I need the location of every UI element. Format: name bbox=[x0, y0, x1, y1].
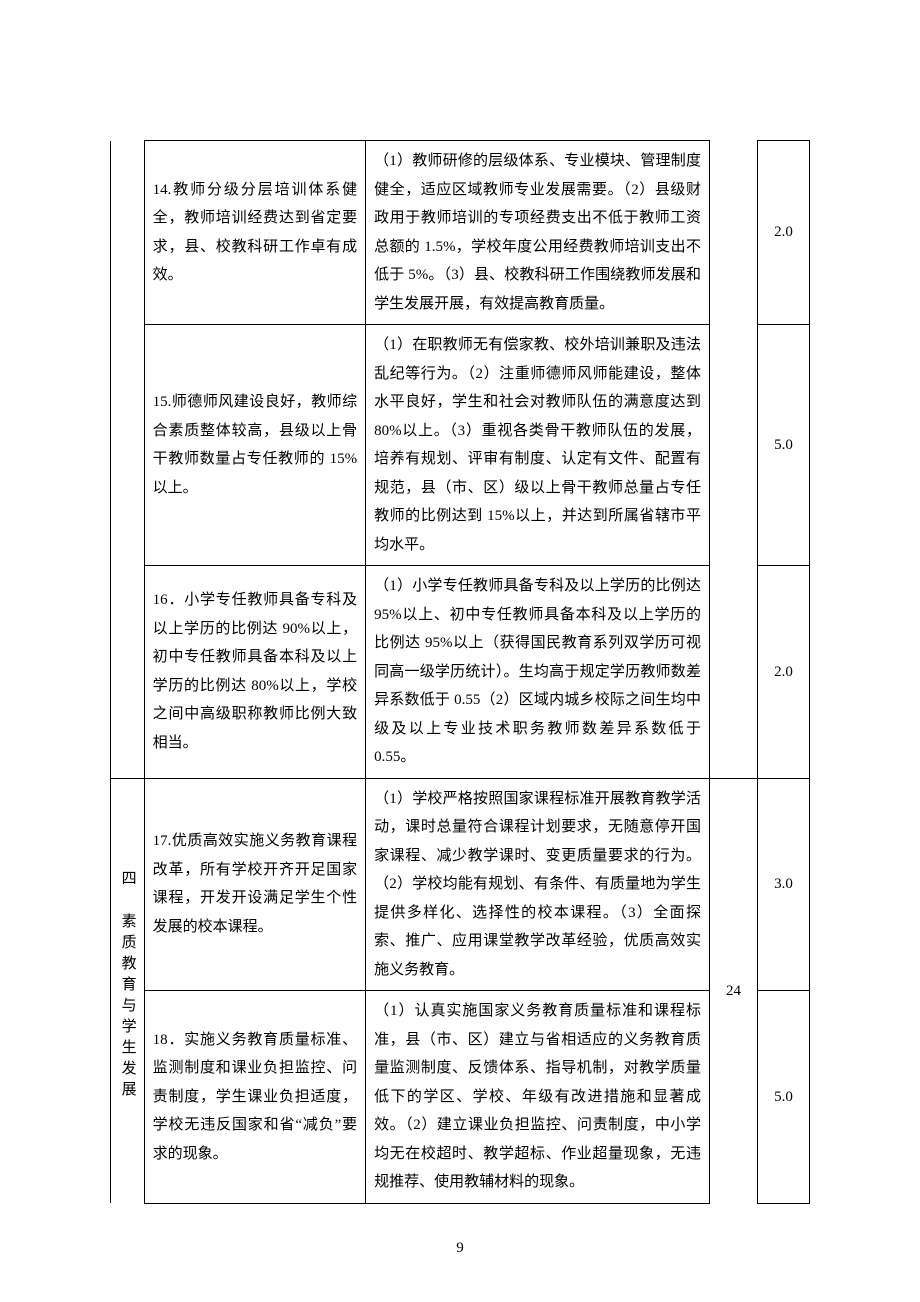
detail-cell: （1）认真实施国家义务教育质量标准和课程标准，县（市、区）建立与省相适应的义务教… bbox=[366, 991, 710, 1204]
score-cell: 3.0 bbox=[757, 778, 809, 991]
table-row: 18．实施义务教育质量标准、监测制度和课业负担监控、问责制度，学生课业负担适度，… bbox=[111, 991, 810, 1204]
total-score-cell: 24 bbox=[709, 778, 757, 1203]
page-number: 9 bbox=[0, 1234, 920, 1263]
indicator-cell: 14.教师分级分层培训体系健全，教师培训经费达到省定要求，县、校教科研工作卓有成… bbox=[144, 141, 365, 325]
detail-cell: （1）教师研修的层级体系、专业模块、管理制度健全，适应区域教师专业发展需要。（2… bbox=[366, 141, 710, 325]
table-row: 14.教师分级分层培训体系健全，教师培训经费达到省定要求，县、校教科研工作卓有成… bbox=[111, 141, 810, 325]
table-row: 15.师德师风建设良好，教师综合素质整体较高，县级以上骨干教师数量占专任教师的 … bbox=[111, 325, 810, 566]
category-cell: 四 素质教育与学生发展 bbox=[111, 778, 145, 1203]
table-row: 16．小学专任教师具备专科及以上学历的比例达 90%以上，初中专任教师具备本科及… bbox=[111, 566, 810, 779]
total-cell-continuation bbox=[709, 141, 757, 325]
detail-cell: （1）学校严格按照国家课程标准开展教育教学活动，课时总量符合课程计划要求，无随意… bbox=[366, 778, 710, 991]
evaluation-table: 14.教师分级分层培训体系健全，教师培训经费达到省定要求，县、校教科研工作卓有成… bbox=[110, 140, 810, 1204]
detail-cell: （1）小学专任教师具备专科及以上学历的比例达 95%以上、初中专任教师具备本科及… bbox=[366, 566, 710, 779]
indicator-cell: 16．小学专任教师具备专科及以上学历的比例达 90%以上，初中专任教师具备本科及… bbox=[144, 566, 365, 779]
score-cell: 2.0 bbox=[757, 141, 809, 325]
total-cell-continuation bbox=[709, 325, 757, 566]
category-cell-continuation bbox=[111, 566, 145, 779]
table-row: 四 素质教育与学生发展 17.优质高效实施义务教育课程改革，所有学校开齐开足国家… bbox=[111, 778, 810, 991]
document-page: 14.教师分级分层培训体系健全，教师培训经费达到省定要求，县、校教科研工作卓有成… bbox=[0, 0, 920, 1302]
detail-cell: （1）在职教师无有偿家教、校外培训兼职及违法乱纪等行为。（2）注重师德师风师能建… bbox=[366, 325, 710, 566]
total-cell-continuation bbox=[709, 566, 757, 779]
indicator-cell: 18．实施义务教育质量标准、监测制度和课业负担监控、问责制度，学生课业负担适度，… bbox=[144, 991, 365, 1204]
indicator-cell: 17.优质高效实施义务教育课程改革，所有学校开齐开足国家课程，开发开设满足学生个… bbox=[144, 778, 365, 991]
indicator-cell: 15.师德师风建设良好，教师综合素质整体较高，县级以上骨干教师数量占专任教师的 … bbox=[144, 325, 365, 566]
category-label: 四 素质教育与学生发展 bbox=[113, 870, 142, 1102]
score-cell: 2.0 bbox=[757, 566, 809, 779]
score-cell: 5.0 bbox=[757, 325, 809, 566]
score-cell: 5.0 bbox=[757, 991, 809, 1204]
category-cell-continuation bbox=[111, 141, 145, 325]
category-cell-continuation bbox=[111, 325, 145, 566]
